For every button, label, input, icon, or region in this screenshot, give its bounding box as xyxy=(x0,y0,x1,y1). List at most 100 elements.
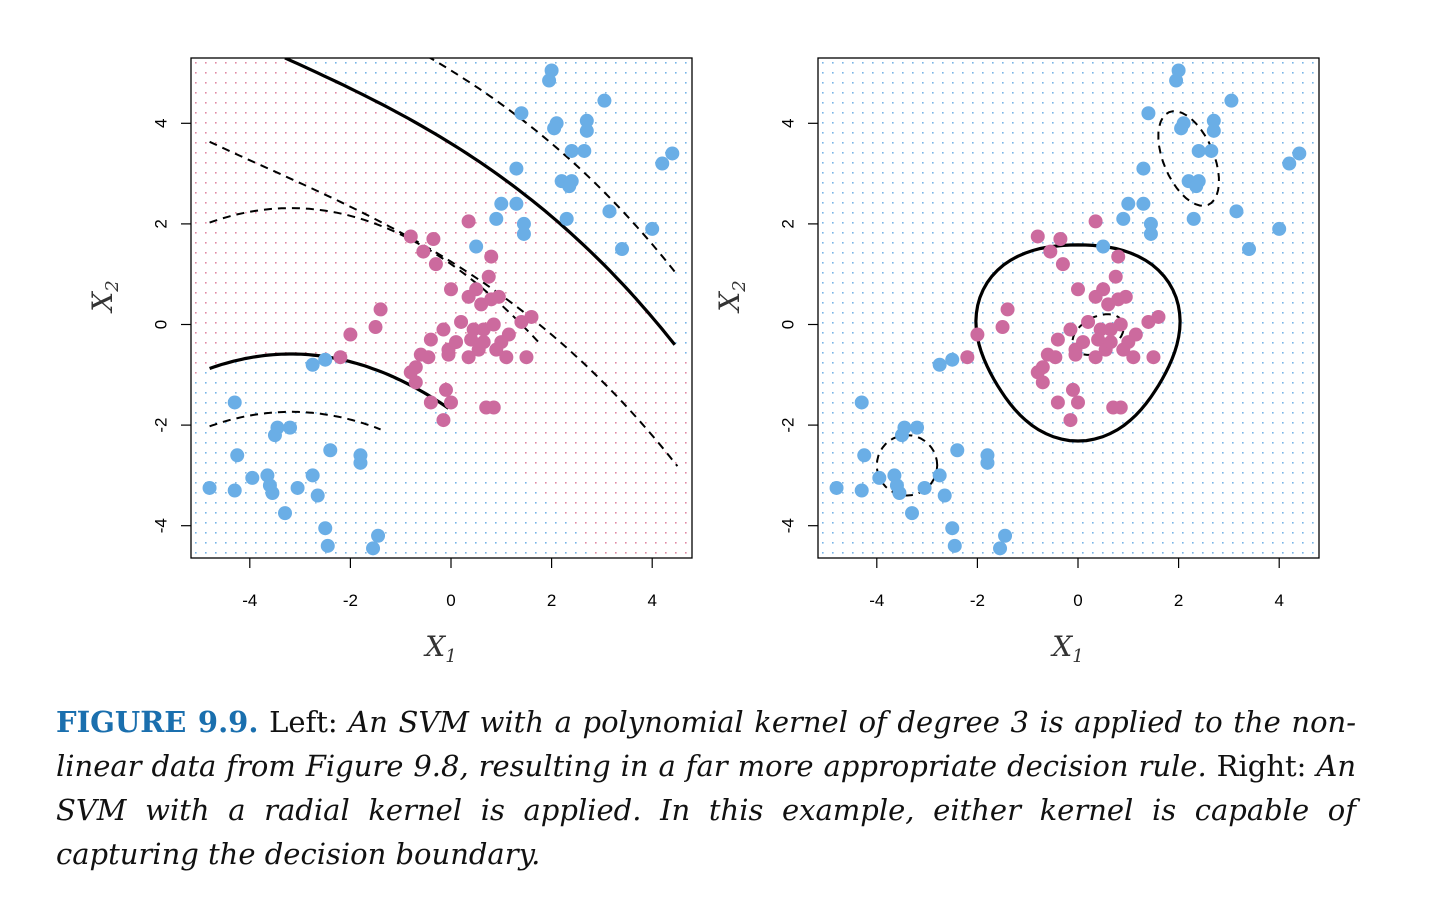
grid-dot-blue xyxy=(515,182,517,184)
grid-dot-blue xyxy=(1142,452,1144,454)
grid-dot-magenta xyxy=(505,242,507,244)
grid-dot-blue xyxy=(1082,442,1084,444)
grid-dot-blue xyxy=(942,332,944,334)
magenta-point xyxy=(524,309,539,324)
grid-dot-magenta xyxy=(575,452,577,454)
grid-dot-blue xyxy=(665,142,667,144)
grid-dot-magenta xyxy=(305,162,307,164)
grid-dot-magenta xyxy=(565,292,567,294)
grid-dot-blue xyxy=(1062,82,1064,84)
grid-dot-blue xyxy=(1052,332,1054,334)
grid-dot-blue xyxy=(435,112,437,114)
grid-dot-blue xyxy=(1142,262,1144,264)
grid-dot-blue xyxy=(615,122,617,124)
grid-dot-blue xyxy=(675,182,677,184)
grid-dot-blue xyxy=(205,452,207,454)
grid-dot-blue xyxy=(605,202,607,204)
grid-dot-blue xyxy=(565,162,567,164)
grid-dot-magenta xyxy=(465,172,467,174)
grid-dot-blue xyxy=(665,272,667,274)
grid-dot-blue xyxy=(1152,242,1154,244)
grid-dot-blue xyxy=(942,342,944,344)
grid-dot-blue xyxy=(1002,152,1004,154)
grid-dot-blue xyxy=(345,502,347,504)
grid-dot-blue xyxy=(435,532,437,534)
grid-dot-blue xyxy=(385,552,387,554)
grid-dot-magenta xyxy=(685,362,687,364)
grid-dot-blue xyxy=(1022,262,1024,264)
grid-dot-blue xyxy=(675,112,677,114)
grid-dot-blue xyxy=(832,232,834,234)
grid-dot-magenta xyxy=(285,122,287,124)
grid-dot-blue xyxy=(1022,322,1024,324)
grid-dot-blue xyxy=(1102,182,1104,184)
grid-dot-magenta xyxy=(425,192,427,194)
grid-dot-blue xyxy=(1022,412,1024,414)
grid-dot-blue xyxy=(235,472,237,474)
grid-dot-blue xyxy=(1002,472,1004,474)
grid-dot-blue xyxy=(455,442,457,444)
grid-dot-blue xyxy=(395,472,397,474)
grid-dot-magenta xyxy=(595,432,597,434)
grid-dot-blue xyxy=(1112,222,1114,224)
grid-dot-blue xyxy=(315,412,317,414)
grid-dot-blue xyxy=(315,512,317,514)
grid-dot-magenta xyxy=(605,372,607,374)
grid-dot-blue xyxy=(1012,402,1014,404)
grid-dot-blue xyxy=(882,542,884,544)
grid-dot-blue xyxy=(1262,182,1264,184)
grid-dot-blue xyxy=(245,502,247,504)
grid-dot-magenta xyxy=(565,312,567,314)
grid-dot-blue xyxy=(565,202,567,204)
grid-dot-magenta xyxy=(495,242,497,244)
grid-dot-blue xyxy=(1212,462,1214,464)
grid-dot-blue xyxy=(1162,132,1164,134)
grid-dot-magenta xyxy=(285,112,287,114)
grid-dot-blue xyxy=(425,102,427,104)
grid-dot-blue xyxy=(1242,152,1244,154)
grid-dot-magenta xyxy=(605,292,607,294)
grid-dot-blue xyxy=(902,512,904,514)
grid-dot-blue xyxy=(872,462,874,464)
grid-dot-blue xyxy=(822,352,824,354)
grid-dot-magenta xyxy=(435,352,437,354)
grid-dot-magenta xyxy=(625,442,627,444)
grid-dot-blue xyxy=(952,92,954,94)
grid-dot-blue xyxy=(235,552,237,554)
grid-dot-magenta xyxy=(345,152,347,154)
grid-dot-magenta xyxy=(685,372,687,374)
grid-dot-blue xyxy=(1232,82,1234,84)
grid-dot-magenta xyxy=(675,472,677,474)
grid-dot-blue xyxy=(635,282,637,284)
grid-dot-blue xyxy=(395,412,397,414)
grid-dot-blue xyxy=(625,282,627,284)
grid-dot-blue xyxy=(1232,142,1234,144)
grid-dot-blue xyxy=(902,502,904,504)
grid-dot-blue xyxy=(655,62,657,64)
grid-dot-blue xyxy=(1272,532,1274,534)
grid-dot-magenta xyxy=(225,132,227,134)
grid-dot-magenta xyxy=(575,352,577,354)
grid-dot-blue xyxy=(842,382,844,384)
grid-dot-magenta xyxy=(565,262,567,264)
grid-dot-magenta xyxy=(355,342,357,344)
grid-dot-blue xyxy=(972,202,974,204)
grid-dot-blue xyxy=(1132,502,1134,504)
grid-dot-blue xyxy=(1082,102,1084,104)
grid-dot-magenta xyxy=(595,322,597,324)
grid-dot-blue xyxy=(295,402,297,404)
grid-dot-blue xyxy=(285,472,287,474)
grid-dot-blue xyxy=(315,372,317,374)
grid-dot-blue xyxy=(595,252,597,254)
grid-dot-magenta xyxy=(265,82,267,84)
grid-dot-blue xyxy=(625,92,627,94)
grid-dot-blue xyxy=(405,72,407,74)
magenta-point xyxy=(469,282,484,297)
grid-dot-blue xyxy=(952,332,954,334)
grid-dot-magenta xyxy=(345,142,347,144)
grid-dot-blue xyxy=(1012,62,1014,64)
grid-dot-blue xyxy=(1192,482,1194,484)
grid-dot-magenta xyxy=(395,272,397,274)
grid-dot-blue xyxy=(475,482,477,484)
grid-dot-blue xyxy=(1052,492,1054,494)
